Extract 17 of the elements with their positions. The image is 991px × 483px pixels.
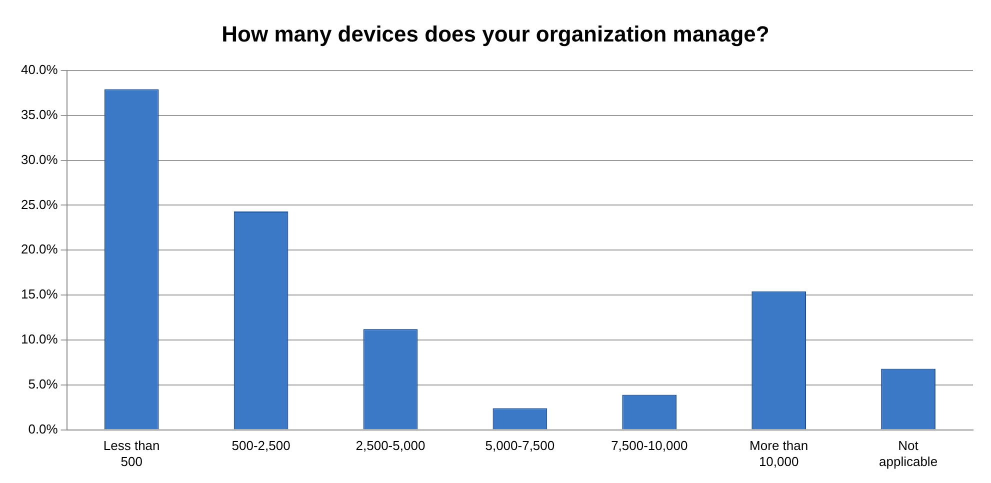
x-tick-label: Not applicable — [879, 438, 938, 469]
x-tick-label: 500-2,500 — [232, 438, 290, 454]
y-tick-label: 0.0% — [28, 421, 58, 436]
y-tick-label: 35.0% — [20, 106, 58, 122]
x-tick-label: 7,500-10,000 — [611, 438, 688, 454]
chart-title: How many devices does your organization manage? — [222, 21, 770, 46]
y-tick-label: 30.0% — [20, 152, 58, 167]
x-tick-label: 5,000-7,500 — [485, 438, 555, 454]
y-tick-label: 15.0% — [20, 286, 58, 302]
y-tick-label: 5.0% — [28, 376, 58, 392]
x-tick-label: 2,500-5,000 — [356, 438, 426, 454]
x-tick-label: Less than 500 — [103, 438, 160, 469]
y-tick-label: 10.0% — [20, 332, 58, 347]
y-tick-label: 40.0% — [20, 62, 58, 77]
y-tick-label: 20.0% — [20, 242, 58, 257]
x-tick-label: More than 10,000 — [750, 438, 808, 469]
y-tick-label: 25.0% — [20, 196, 58, 212]
